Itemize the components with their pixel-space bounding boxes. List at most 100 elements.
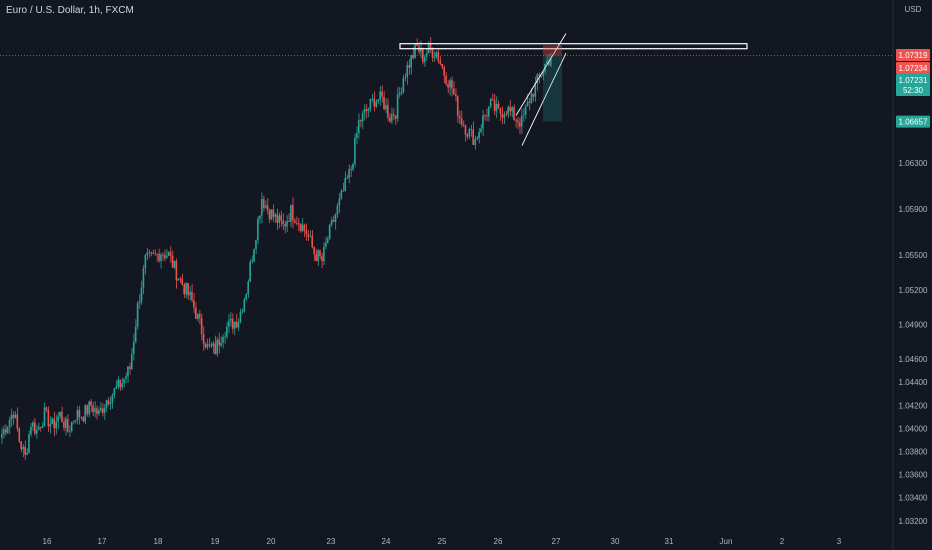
x-tick-label: 16 (43, 537, 52, 546)
candle-body (332, 220, 335, 222)
candle-body (276, 214, 279, 223)
candle-body (181, 278, 184, 285)
candle-body (57, 416, 59, 422)
candle-body (503, 114, 506, 118)
candle-body (268, 210, 271, 220)
candle-body (381, 91, 383, 97)
candle-body (377, 99, 379, 102)
candle-body (212, 343, 215, 347)
candle-body (59, 411, 61, 417)
candle-body (66, 418, 69, 432)
candle-body (208, 344, 211, 346)
candle-body (307, 234, 310, 237)
candle-body (390, 114, 393, 122)
candle-body (206, 344, 209, 348)
candle-body (111, 394, 114, 403)
candle-body (383, 96, 385, 110)
candle-body (398, 93, 401, 95)
candle-body (74, 420, 77, 422)
candle-body (80, 416, 83, 418)
candle-body (550, 58, 552, 66)
candle-body (458, 115, 461, 119)
candle-body (222, 337, 224, 343)
candle-body (348, 169, 350, 178)
candle-body (107, 400, 110, 405)
candle-body (150, 252, 152, 254)
candle-body (88, 401, 90, 415)
x-tick-label: 2 (780, 537, 785, 546)
candle-body (352, 163, 354, 170)
candle-body (402, 78, 405, 93)
candle-body (484, 115, 486, 117)
candle-body (509, 106, 511, 112)
candle-body (311, 235, 313, 248)
candle-body (191, 291, 193, 300)
candle-body (486, 115, 488, 117)
candle-body (14, 414, 17, 418)
stop-price-tag-text: 1.07319 (899, 51, 928, 60)
candle-body (373, 98, 376, 107)
candle-body (282, 220, 284, 225)
candle-body (134, 326, 137, 342)
candle-body (144, 255, 147, 269)
candle-body (196, 313, 199, 320)
candle-body (37, 426, 40, 430)
candle-body (346, 177, 348, 179)
candle-body (117, 379, 119, 387)
candle-body (16, 414, 19, 429)
candle-body (119, 379, 121, 388)
candle-body (260, 199, 263, 216)
candle-body (18, 428, 21, 442)
candle-body (86, 405, 88, 415)
candle-body (229, 318, 232, 321)
candle-body (443, 67, 445, 76)
candle-body (394, 115, 397, 119)
candle-body (195, 307, 197, 320)
y-tick-label: 1.04900 (899, 320, 928, 329)
y-tick-label: 1.03800 (899, 447, 928, 456)
y-tick-label: 1.06300 (899, 159, 928, 168)
y-tick-label: 1.03200 (899, 517, 928, 526)
x-tick-label: 25 (438, 537, 447, 546)
candle-body (98, 410, 100, 414)
candle-body (290, 205, 292, 222)
currency-label: USD (905, 5, 922, 14)
y-tick-label: 1.05900 (899, 205, 928, 214)
candle-body (449, 80, 451, 88)
candle-body (138, 301, 141, 304)
candle-body (389, 117, 391, 122)
candle-body (90, 401, 92, 406)
candle-body (266, 205, 269, 211)
candle-body (522, 114, 525, 116)
candle-body (400, 92, 403, 94)
candle-body (177, 278, 180, 281)
candle-body (146, 252, 149, 256)
candle-body (336, 205, 339, 215)
candle-body (299, 223, 302, 232)
candle-body (82, 416, 85, 422)
candle-body (538, 74, 540, 76)
target-price-tag-bg (896, 115, 930, 128)
candle-body (47, 409, 50, 427)
candle-body (241, 311, 244, 313)
candle-body (292, 205, 294, 221)
candle-body (480, 128, 482, 132)
y-tick-label: 1.03600 (899, 471, 928, 480)
candle-body (154, 253, 156, 255)
candle-body (200, 318, 203, 335)
candle-body (406, 65, 409, 78)
candle-body (198, 313, 201, 319)
y-tick-label: 1.05200 (899, 286, 928, 295)
candle-body (239, 311, 242, 323)
candle-body (160, 254, 162, 261)
candle-body (323, 246, 325, 262)
candle-body (317, 250, 319, 262)
candle-body (367, 108, 370, 111)
candle-body (540, 75, 542, 77)
x-tick-label: 20 (267, 537, 276, 546)
x-tick-label: 18 (154, 537, 163, 546)
candle-body (309, 235, 312, 237)
y-tick-label: 1.04600 (899, 355, 928, 364)
candle-body (416, 44, 418, 46)
